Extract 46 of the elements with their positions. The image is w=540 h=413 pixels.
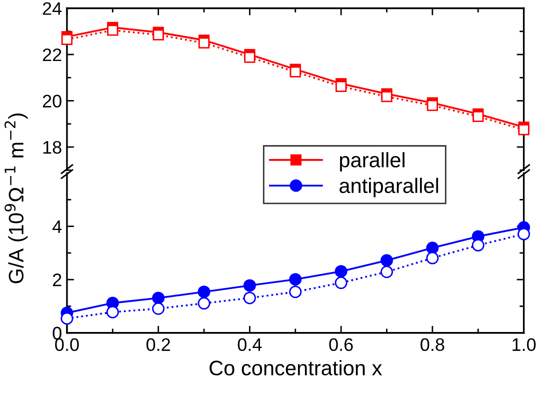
point [336, 80, 347, 92]
point [61, 34, 73, 46]
point [244, 52, 256, 63]
point [426, 252, 439, 264]
point [289, 286, 302, 298]
point [198, 37, 210, 49]
y-tick-label: 20 [42, 94, 62, 108]
x-tick-label: 0.2 [146, 338, 170, 351]
point [106, 306, 119, 318]
x-axis-title: Co concentration x [210, 360, 382, 376]
point [472, 110, 484, 122]
point [60, 312, 74, 325]
y-tick-label: 24 [42, 2, 62, 15]
point [518, 124, 530, 136]
point [243, 279, 256, 292]
legend-label: antiparallel [340, 178, 438, 198]
legend-label: parallel [340, 152, 404, 172]
point [198, 297, 210, 310]
point [380, 254, 393, 267]
x-tick-label: 1.0 [512, 338, 536, 351]
point [152, 302, 165, 315]
point [152, 29, 164, 40]
point [426, 242, 439, 254]
x-tick-label: 0.0 [55, 338, 79, 351]
point [152, 292, 165, 304]
y-tick-label: 0 [52, 326, 62, 340]
point [381, 91, 392, 102]
point [243, 292, 256, 304]
y-tick-label: 22 [42, 48, 62, 62]
y-axis-title: G/A (10$^{9}$Ω$^{−1}$ m$^{−2}$) [4, 114, 28, 284]
point [107, 24, 118, 36]
point [334, 276, 348, 290]
point [380, 266, 393, 278]
x-tick-label: 0.8 [420, 338, 444, 351]
point [472, 238, 484, 252]
point [198, 286, 210, 298]
point [426, 100, 438, 111]
point [290, 66, 301, 78]
point [334, 265, 348, 278]
y-tick-label: 2 [52, 274, 62, 286]
x-tick-label: 0.6 [329, 338, 353, 351]
point [289, 273, 302, 286]
y-tick-label: 18 [43, 140, 62, 154]
y-tick-label: 4 [52, 220, 62, 233]
point [518, 228, 530, 240]
x-tick-label: 0.4 [238, 338, 262, 351]
